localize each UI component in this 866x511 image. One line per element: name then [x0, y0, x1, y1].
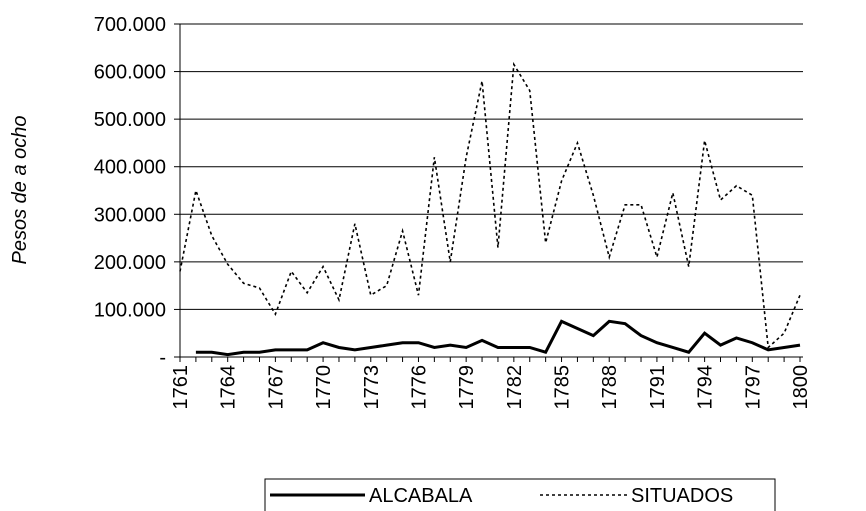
x-tick-label: 1794: [695, 365, 717, 410]
y-tick-label: 100.000: [94, 299, 166, 321]
x-tick-label: 1800: [790, 365, 812, 410]
y-tick-label: 300.000: [94, 204, 166, 226]
x-tick-label: 1779: [456, 365, 478, 410]
x-tick-label: 1764: [218, 365, 240, 410]
y-tick-label: 600.000: [94, 62, 166, 84]
x-tick-label: 1785: [552, 365, 574, 410]
legend-label: SITUADOS: [631, 485, 733, 507]
y-tick-label: 700.000: [94, 14, 166, 36]
x-tick-label: 1767: [265, 365, 287, 410]
x-tick-label: 1788: [599, 365, 621, 410]
legend-label: ALCABALA: [369, 485, 473, 507]
x-tick-label: 1782: [504, 365, 526, 410]
y-tick-label: 500.000: [94, 109, 166, 131]
y-tick-label: -: [159, 347, 166, 369]
x-tick-label: 1770: [313, 365, 335, 410]
x-tick-label: 1791: [647, 365, 669, 410]
y-tick-label: 400.000: [94, 157, 166, 179]
y-tick-label: 200.000: [94, 252, 166, 274]
x-tick-label: 1761: [170, 365, 192, 410]
x-tick-label: 1797: [742, 365, 764, 410]
series-line: [195, 319, 801, 357]
x-tick-label: 1773: [361, 365, 383, 410]
x-tick-label: 1776: [408, 365, 430, 410]
y-axis-title: Pesos de a ocho: [9, 116, 31, 265]
series-line: [179, 61, 801, 350]
